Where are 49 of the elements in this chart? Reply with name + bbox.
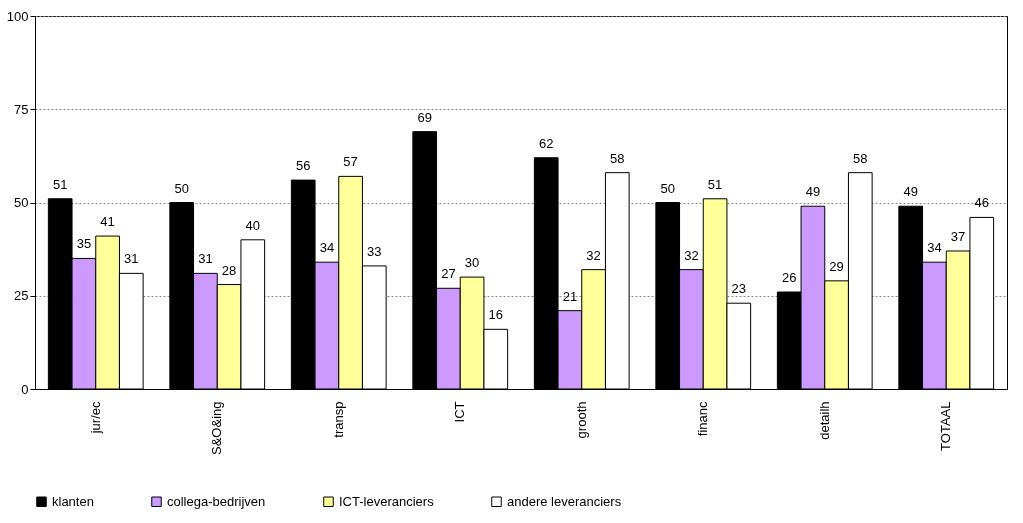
- data-label: 49: [805, 184, 821, 200]
- data-label: 27: [441, 266, 456, 282]
- data-label: 35: [76, 236, 92, 252]
- data-label: 23: [731, 281, 747, 297]
- data-label: 46: [974, 195, 990, 211]
- data-label: 58: [610, 150, 625, 166]
- x-tick-label: transp: [330, 401, 346, 438]
- data-label: 40: [245, 217, 261, 233]
- data-label: 50: [174, 180, 189, 196]
- legend-label: klanten: [52, 493, 94, 509]
- data-label: 58: [853, 150, 868, 166]
- data-label: 56: [295, 158, 311, 174]
- x-tick-label: ICT: [452, 401, 468, 423]
- data-label: 50: [660, 180, 675, 196]
- x-tick-label: jur/ec: [87, 401, 103, 435]
- data-label: 37: [950, 228, 966, 244]
- x-tick-label: grooth: [573, 401, 589, 439]
- x-tick-label: detailh: [816, 401, 832, 440]
- data-label: 69: [417, 109, 432, 125]
- data-label: 51: [52, 176, 68, 192]
- data-label: 34: [319, 240, 335, 256]
- y-tick-label: 100: [6, 8, 29, 24]
- data-label: 31: [198, 251, 213, 267]
- data-label: 28: [221, 262, 237, 278]
- data-label: 34: [927, 240, 942, 256]
- legend-label: andere leveranciers: [507, 493, 622, 509]
- data-label: 33: [367, 243, 382, 259]
- y-tick-label: 50: [14, 195, 29, 210]
- data-label: 30: [464, 255, 480, 271]
- x-tick-label: S&O&ing: [209, 401, 225, 455]
- x-tick-label: financ: [695, 401, 711, 437]
- legend-label: collega-bedrijven: [167, 493, 266, 509]
- data-label: 26: [781, 270, 797, 286]
- data-label: 21: [562, 288, 578, 304]
- y-tick-label: 25: [14, 288, 29, 304]
- y-tick-label: 0: [21, 381, 29, 397]
- data-label: 32: [684, 247, 699, 263]
- data-label: 41: [100, 214, 115, 230]
- data-label: 62: [538, 135, 554, 151]
- data-label: 57: [343, 154, 358, 170]
- legend-label: ICT-leveranciers: [339, 493, 435, 509]
- data-label: 31: [124, 251, 139, 267]
- data-label: 51: [707, 176, 723, 192]
- data-label: 16: [488, 307, 504, 323]
- data-label: 32: [586, 247, 601, 263]
- data-label: 49: [903, 184, 918, 200]
- x-tick-label: TOTAAL: [938, 401, 954, 451]
- data-label: 29: [829, 258, 844, 274]
- y-tick-label: 75: [14, 101, 29, 117]
